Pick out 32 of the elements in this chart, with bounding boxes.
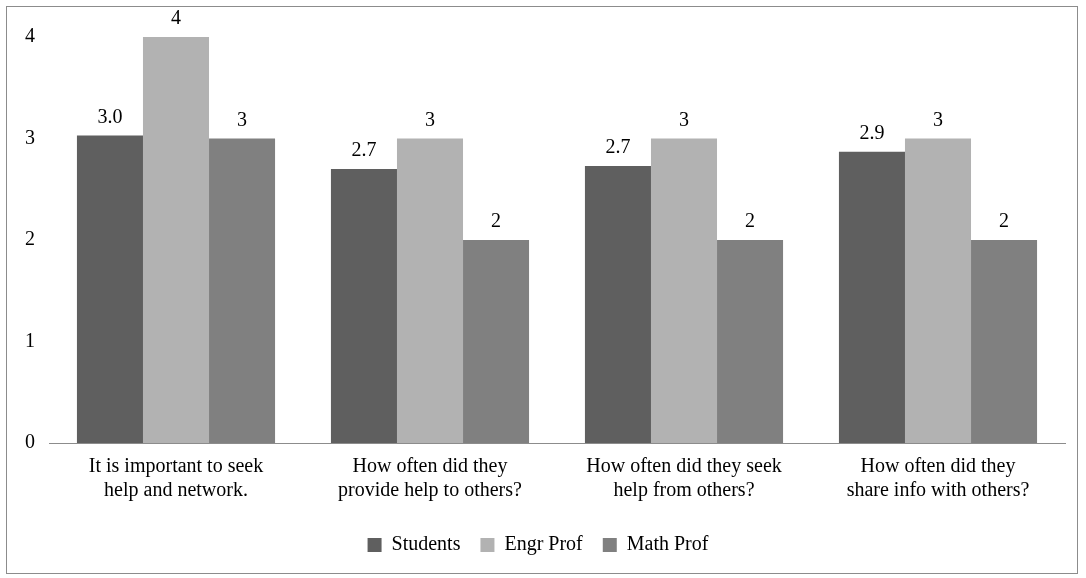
legend-label: Students xyxy=(391,532,461,555)
x-tick-label: How often did they share info with others? xyxy=(846,454,1030,501)
data-label: 3 xyxy=(679,107,689,130)
data-label: 2.9 xyxy=(859,120,885,143)
data-label: 3 xyxy=(425,107,435,130)
bar xyxy=(396,138,464,443)
bar xyxy=(76,135,143,443)
bar xyxy=(838,151,905,443)
data-label: 2 xyxy=(999,209,1010,232)
data-label: 4 xyxy=(171,6,181,29)
legend-label: Engr Prof xyxy=(504,532,584,556)
data-label: 2 xyxy=(745,209,756,232)
y-tick-label: 3 xyxy=(25,125,35,148)
bar xyxy=(904,138,972,443)
x-tick-label: How often did they provide help to others? xyxy=(338,454,523,502)
y-tick-label: 4 xyxy=(25,24,35,47)
bar xyxy=(650,138,718,443)
data-label: 3 xyxy=(933,107,943,130)
y-tick-label: 0 xyxy=(25,430,35,453)
bar xyxy=(142,37,210,443)
data-label: 2.7 xyxy=(351,138,377,161)
x-tick-label: It is important to seek help and network. xyxy=(88,454,264,502)
y-tick-label: 1 xyxy=(25,328,35,351)
y-tick-label: 2 xyxy=(25,227,35,250)
data-label: 2 xyxy=(491,209,502,232)
bar xyxy=(584,165,651,443)
data-label: 3.0 xyxy=(97,104,123,127)
bar xyxy=(330,168,397,443)
data-label: 3 xyxy=(237,107,248,130)
x-tick-label: How often did they seek help from others? xyxy=(586,454,782,502)
legend-label: Math Prof xyxy=(626,532,709,555)
data-label: 2.7 xyxy=(605,135,631,158)
